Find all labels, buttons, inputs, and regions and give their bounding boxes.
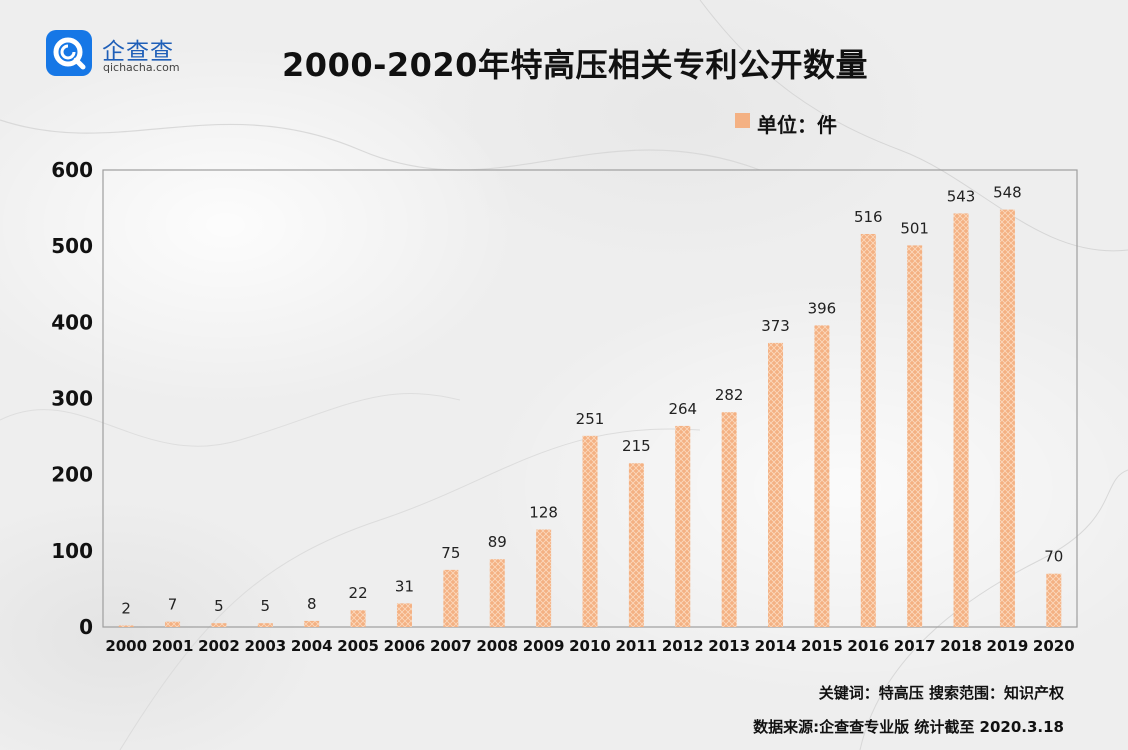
- y-tick-label: 200: [51, 463, 93, 487]
- bar-2002: [211, 623, 227, 627]
- value-label-2015: 396: [808, 299, 837, 317]
- x-tick-label: 2016: [847, 637, 889, 655]
- bar-2012: [675, 425, 691, 627]
- x-tick-label: 2020: [1033, 637, 1075, 655]
- x-tick-label: 2019: [987, 637, 1029, 655]
- x-tick-label: 2017: [894, 637, 936, 655]
- bar-2007: [443, 569, 459, 627]
- x-tick-label: 2011: [616, 637, 658, 655]
- x-tick-label: 2001: [152, 637, 194, 655]
- bar-2004: [304, 620, 320, 627]
- x-tick-label: 2013: [708, 637, 750, 655]
- value-label-2014: 373: [761, 317, 790, 335]
- y-tick-label: 0: [79, 615, 93, 639]
- x-tick-label: 2008: [476, 637, 518, 655]
- x-tick-label: 2018: [940, 637, 982, 655]
- value-label-2010: 251: [576, 410, 605, 428]
- bar-2009: [536, 529, 552, 627]
- bar-2011: [628, 463, 644, 627]
- value-label-2006: 31: [395, 577, 414, 595]
- x-tick-label: 2004: [291, 637, 333, 655]
- bar-2005: [350, 610, 366, 627]
- value-label-2004: 8: [307, 595, 317, 613]
- x-tick-label: 2000: [105, 637, 147, 655]
- bar-2003: [257, 623, 273, 627]
- y-tick-label: 400: [51, 310, 93, 334]
- value-label-2005: 22: [349, 584, 368, 602]
- logo-badge: [46, 30, 92, 76]
- brand-name: 企查查: [102, 39, 174, 65]
- value-label-2008: 89: [488, 533, 507, 551]
- legend-swatch: [735, 113, 750, 128]
- magnifier-icon: [53, 37, 86, 70]
- y-tick-label: 100: [51, 539, 93, 563]
- value-label-2013: 282: [715, 386, 744, 404]
- x-tick-label: 2007: [430, 637, 472, 655]
- bar-2001: [165, 621, 181, 627]
- qichacha-logo: 企查查 qichacha.com: [46, 30, 186, 78]
- x-tick-label: 2005: [337, 637, 379, 655]
- value-label-2020: 70: [1044, 548, 1063, 566]
- bar-2017: [907, 245, 923, 627]
- chart-title: 2000-2020年特高压相关专利公开数量: [282, 46, 868, 84]
- y-tick-label: 600: [51, 158, 93, 182]
- brand-domain: qichacha.com: [103, 61, 180, 74]
- bar-2008: [489, 559, 505, 627]
- bar-2015: [814, 325, 830, 627]
- bar-2013: [721, 412, 737, 627]
- y-tick-label: 500: [51, 234, 93, 258]
- footer-keywords: 关键词：特高压 搜索范围：知识产权: [818, 684, 1064, 702]
- bar-2019: [999, 209, 1015, 627]
- value-label-2018: 543: [947, 187, 976, 205]
- x-tick-label: 2002: [198, 637, 240, 655]
- bar-2020: [1046, 573, 1062, 627]
- legend-label: 单位：件: [757, 113, 837, 137]
- value-label-2000: 2: [121, 599, 131, 617]
- value-label-2003: 5: [261, 597, 271, 615]
- value-label-2019: 548: [993, 184, 1022, 202]
- x-tick-label: 2009: [523, 637, 565, 655]
- value-label-2012: 264: [668, 400, 697, 418]
- value-label-2017: 501: [900, 219, 929, 237]
- x-tick-label: 2015: [801, 637, 843, 655]
- bar-2014: [768, 342, 784, 627]
- bar-2000: [118, 625, 134, 627]
- value-label-2007: 75: [441, 544, 460, 562]
- bar-2016: [860, 233, 876, 628]
- value-label-2009: 128: [529, 504, 558, 522]
- footer-source: 数据来源:企查查专业版 统计截至 2020.3.18: [753, 718, 1064, 736]
- x-tick-label: 2006: [384, 637, 426, 655]
- bar-2010: [582, 435, 598, 627]
- y-tick-label: 300: [51, 387, 93, 411]
- bar-2018: [953, 213, 969, 628]
- value-label-2001: 7: [168, 596, 178, 614]
- value-label-2002: 5: [214, 597, 224, 615]
- x-tick-label: 2003: [244, 637, 286, 655]
- bar-2006: [396, 603, 412, 627]
- value-label-2016: 516: [854, 208, 883, 226]
- x-tick-label: 2012: [662, 637, 704, 655]
- x-tick-label: 2010: [569, 637, 611, 655]
- value-label-2011: 215: [622, 437, 651, 455]
- x-tick-label: 2014: [755, 637, 797, 655]
